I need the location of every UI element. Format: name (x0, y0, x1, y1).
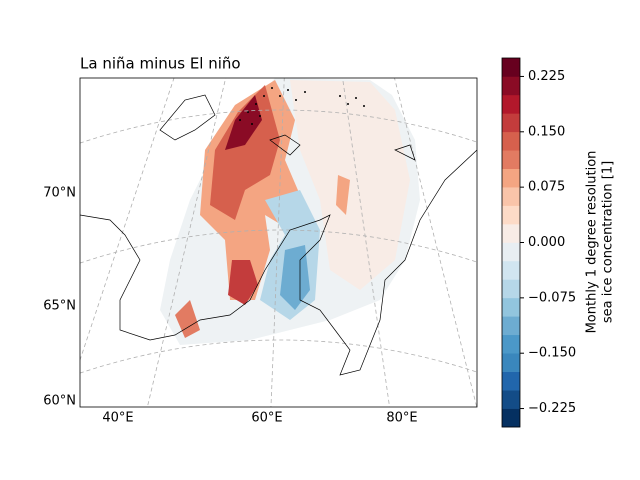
colorbar-segment (502, 390, 520, 409)
coastline (80, 149, 477, 376)
colorbar-segment (502, 242, 520, 262)
colorbar-segment (502, 113, 520, 133)
lat-label: 70°N (43, 186, 76, 201)
colorbar-segment (502, 168, 520, 188)
colorbar-label: Monthly 1 degree resolution sea ice conc… (585, 151, 616, 334)
colorbar-tick-label: 0.150 (528, 124, 565, 139)
field-red-strong (210, 85, 280, 220)
colorbar-tick-label: 0.000 (528, 235, 565, 250)
colorbar-segment (502, 150, 520, 169)
colorbar-segment (502, 297, 520, 317)
colorbar-segment (502, 260, 520, 280)
colorbar-label-line: sea ice concentration [1] (601, 161, 616, 323)
colorbar-tick-label: 0.225 (528, 69, 565, 84)
lon-label: 40°E (102, 411, 133, 426)
map-area (80, 78, 477, 407)
stippling (239, 87, 365, 125)
colorbar-segment (502, 353, 520, 372)
lat-label: 60°N (43, 394, 76, 409)
colorbar-segment (502, 187, 520, 206)
colorbar-segment (502, 316, 520, 336)
colorbar-segment (502, 205, 520, 225)
islands (159, 94, 416, 161)
colorbar-segment (502, 371, 520, 391)
colorbar-segment (502, 224, 520, 243)
colorbar-segment (502, 76, 520, 96)
map-frame (79, 77, 478, 408)
lat-label: 65°N (43, 299, 76, 314)
colorbar-segment (502, 334, 520, 354)
colorbar-segment (502, 131, 520, 151)
colorbar-segment (502, 58, 520, 77)
lon-label: 80°E (386, 411, 417, 426)
colorbar-segment (502, 279, 520, 299)
colorbar-tick-label: −0.150 (528, 346, 576, 361)
chart-title: La niña minus El niño (80, 55, 241, 73)
field-blue-strong (280, 245, 310, 310)
field-red-sw (175, 300, 200, 338)
field-positive (290, 80, 410, 290)
colorbar-segment (502, 408, 520, 428)
field-red-south (228, 260, 258, 305)
colorbar-tick-label: −0.075 (528, 290, 576, 305)
colorbar-tick-label: −0.225 (528, 401, 576, 416)
lon-label: 60°E (251, 411, 282, 426)
colorbar-segment (502, 94, 520, 114)
field-red-east (336, 175, 350, 215)
colorbar-label-line: Monthly 1 degree resolution (585, 151, 600, 334)
field-red-max (225, 95, 262, 150)
colorbar-tick-label: 0.075 (528, 180, 565, 195)
